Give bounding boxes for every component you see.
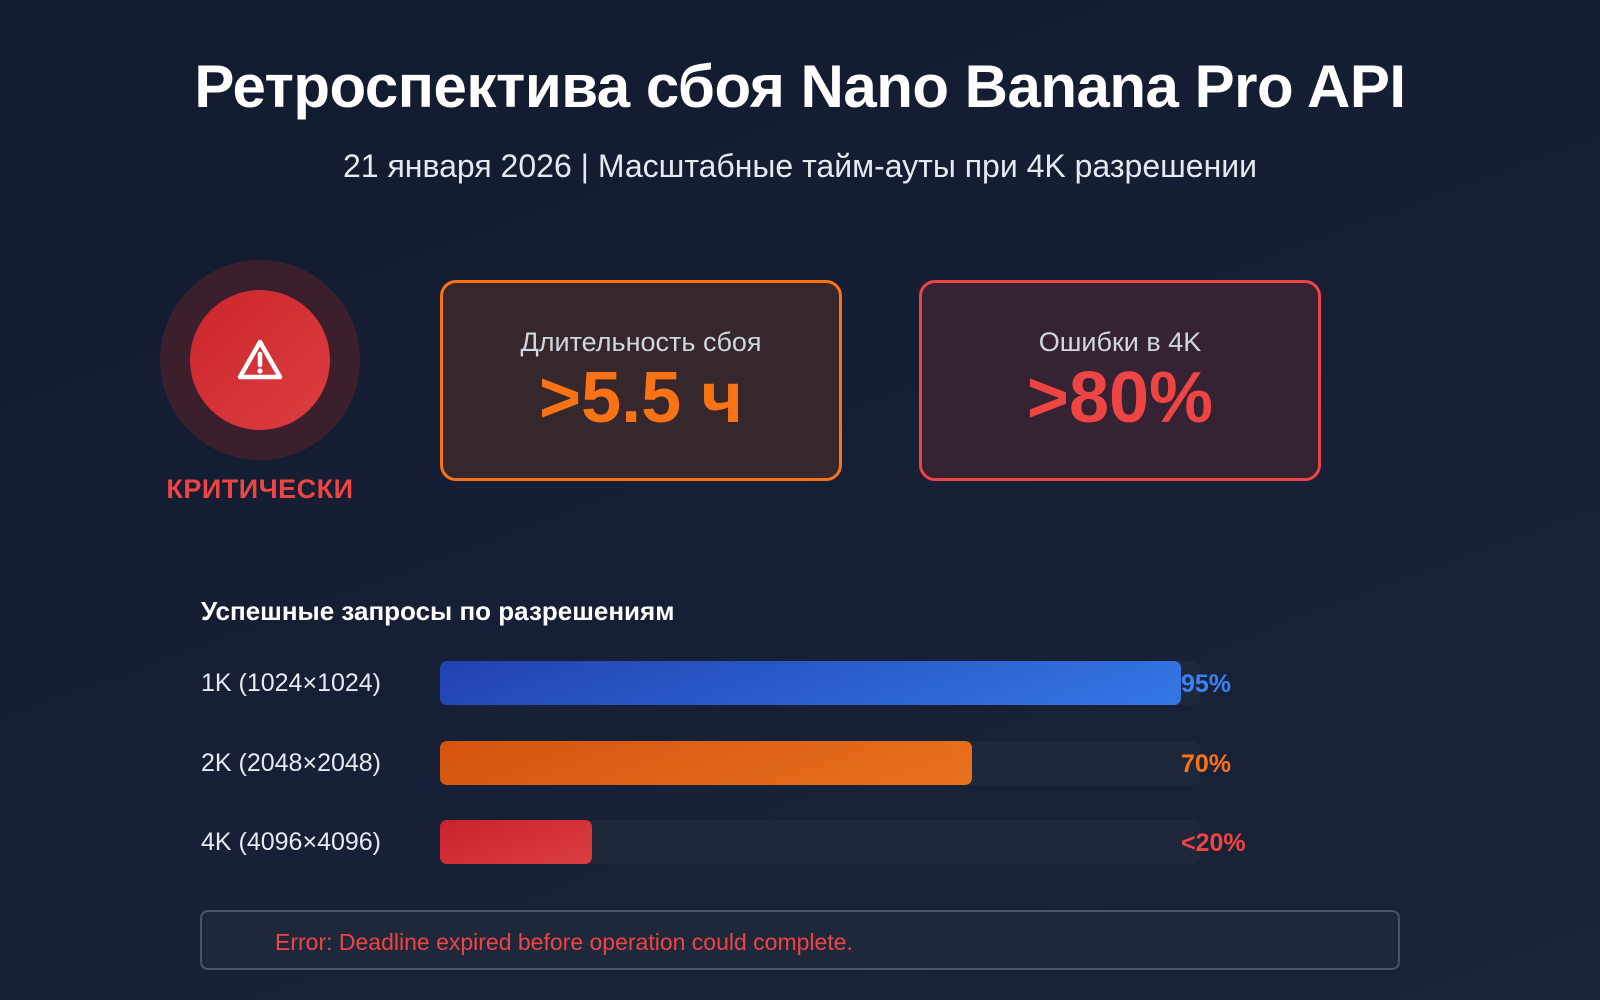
metric-label: Длительность сбоя [520, 327, 762, 357]
status-indicator [160, 260, 360, 460]
metric-label: Ошибки в 4K [1038, 327, 1202, 357]
resolution-row: 4K (4096×4096) <20% [201, 820, 1301, 864]
status-circle [190, 290, 330, 430]
percent-label: 70% [1181, 750, 1232, 778]
metric-value: >80% [1026, 358, 1214, 438]
error-message: Error: Deadline expired before operation… [200, 910, 1400, 970]
resolution-row: 1K (1024×1024) 95% [201, 661, 1301, 705]
page-title: Ретроспектива сбоя Nano Banana Pro API [194, 53, 1406, 120]
progress-track [440, 820, 1200, 864]
resolution-label: 1K (1024×1024) [201, 669, 382, 697]
progress-track [440, 661, 1200, 705]
progress-fill [440, 820, 592, 864]
warning-triangle-icon [237, 339, 283, 380]
resolution-row: 2K (2048×2048) 70% [201, 741, 1301, 785]
resolution-label: 4K (4096×4096) [201, 828, 382, 856]
progress-fill [440, 661, 1181, 705]
percent-label: 95% [1181, 670, 1232, 698]
progress-fill [440, 741, 972, 785]
page-subtitle: 21 января 2026 | Масштабные тайм-ауты пр… [342, 148, 1258, 184]
metric-card-4k-errors: Ошибки в 4K >80% [919, 280, 1321, 481]
section-title: Успешные запросы по разрешениям [201, 596, 675, 626]
metric-card-duration: Длительность сбоя >5.5 ч [440, 280, 842, 481]
progress-track [440, 741, 1200, 785]
resolution-label: 2K (2048×2048) [201, 749, 382, 777]
metric-value: >5.5 ч [539, 358, 743, 438]
status-label: КРИТИЧЕСКИ [166, 474, 354, 504]
percent-label: <20% [1181, 829, 1246, 857]
